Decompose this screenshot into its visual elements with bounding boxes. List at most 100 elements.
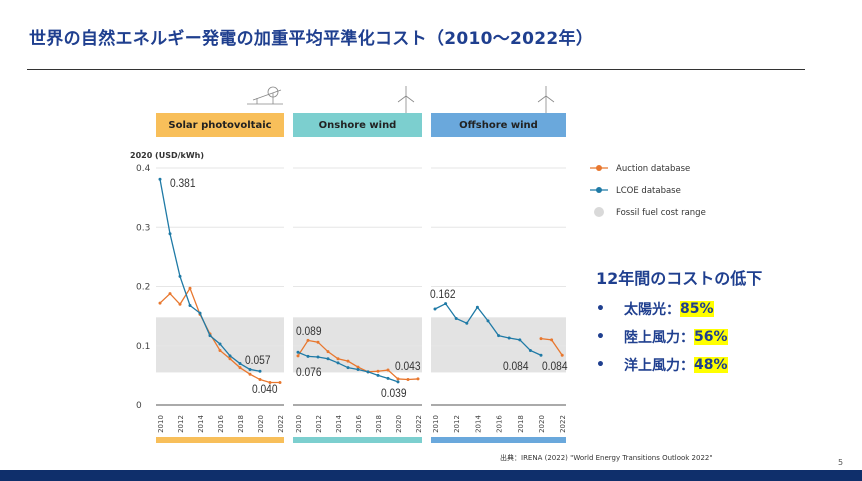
data-label: 0.381 [170, 177, 196, 190]
legend-label: Auction database [616, 164, 690, 174]
auction-data-point [268, 380, 272, 384]
lcoe-data-point [208, 334, 212, 338]
auction-data-point [228, 357, 232, 361]
auction-data-point [238, 366, 242, 370]
wind-turbine-icon [397, 86, 415, 119]
lcoe-data-point [188, 303, 192, 307]
auction-data-point [158, 301, 162, 305]
auction-data-point [188, 286, 192, 290]
source-citation: 出典：IRENA (2022) "World Energy Transition… [500, 454, 713, 462]
title-divider [27, 69, 805, 70]
auction-data-point [218, 348, 222, 352]
x-tick-label: 2014 [335, 415, 343, 433]
x-tick-label: 2014 [474, 415, 482, 433]
lcoe-data-point [507, 336, 511, 340]
data-label: 0.162 [430, 288, 456, 301]
auction-data-point [336, 357, 340, 361]
auction-data-point [346, 359, 350, 363]
fossil-range-band [293, 317, 422, 373]
lcoe-data-point [497, 334, 501, 338]
lcoe-data-point [258, 369, 262, 373]
slide-title: 世界の自然エネルギー発電の加重平均平準化コスト（2010～2022年） [29, 29, 594, 49]
x-tick-label: 2018 [517, 415, 525, 433]
lcoe-data-point [475, 305, 479, 309]
summary-label: 陸上風力： [624, 330, 694, 346]
lcoe-data-point [518, 338, 522, 342]
auction-data-point [316, 340, 320, 344]
legend-lcoe-marker [596, 187, 602, 193]
data-label: 0.089 [296, 325, 322, 338]
lcoe-data-point [539, 353, 543, 357]
x-tick-label: 2016 [496, 415, 504, 433]
auction-data-point [296, 354, 300, 358]
lcoe-data-point [178, 274, 182, 278]
x-tick-label: 2022 [415, 415, 423, 433]
y-tick-label: 0.2 [136, 283, 150, 293]
auction-data-point [539, 337, 543, 341]
legend-label: Fossil fuel cost range [616, 208, 706, 218]
x-tick-label: 2018 [375, 415, 383, 433]
summary-heading: 12年間のコストの低下 [596, 269, 763, 288]
auction-data-point [376, 369, 380, 373]
y-tick-label: 0.4 [136, 164, 151, 174]
auction-data-point [550, 338, 554, 342]
lcoe-data-point [336, 361, 340, 365]
lcoe-data-point [238, 362, 242, 366]
x-tick-label: 2012 [453, 415, 461, 433]
auction-data-point [560, 353, 564, 357]
data-label: 0.076 [296, 366, 322, 379]
auction-data-point [258, 378, 262, 382]
auction-data-point [356, 365, 360, 369]
auction-data-point [306, 338, 310, 342]
lcoe-data-point [486, 319, 490, 323]
lcoe-data-point [433, 307, 437, 311]
panel-header-solar: Solar photovoltaic [156, 113, 284, 137]
panel-footer-bar [431, 437, 566, 443]
lcoe-data-point [366, 370, 370, 374]
auction-data-point [406, 378, 410, 382]
data-label: 0.040 [252, 383, 278, 396]
summary-item: • 洋上風力： 48% [596, 357, 728, 374]
lcoe-data-point [248, 367, 252, 371]
summary-pct: 48% [694, 357, 728, 373]
auction-data-point [396, 377, 400, 381]
lcoe-data-point [528, 348, 532, 352]
lcoe-data-point [158, 177, 162, 181]
lcoe-data-point [218, 342, 222, 346]
auction-data-point [386, 368, 390, 372]
auction-data-point [248, 372, 252, 376]
lcoe-data-point [454, 316, 458, 320]
data-label: 0.084 [503, 360, 529, 373]
legend-fossil-swatch [594, 207, 604, 217]
x-tick-label: 2018 [237, 415, 245, 433]
x-tick-label: 2010 [157, 415, 165, 433]
footer-bar [0, 470, 862, 481]
data-label: 0.039 [381, 387, 407, 400]
panel-header-offshore: Offshore wind [431, 113, 566, 137]
lcoe-data-point [168, 232, 172, 236]
summary-item: • 陸上風力： 56% [596, 329, 728, 346]
summary-pct: 56% [694, 329, 728, 345]
solar-panel-icon [247, 89, 283, 105]
x-tick-label: 2014 [197, 415, 205, 433]
x-tick-label: 2020 [257, 415, 265, 433]
x-tick-label: 2022 [559, 415, 567, 433]
lcoe-data-point [316, 355, 320, 359]
x-tick-label: 2012 [315, 415, 323, 433]
lcoe-data-point [396, 380, 400, 384]
auction-data-point [168, 292, 172, 296]
x-tick-label: 2022 [277, 415, 285, 433]
x-tick-label: 2020 [538, 415, 546, 433]
y-tick-label: 0 [136, 401, 142, 411]
lcoe-data-point [346, 366, 350, 370]
y-tick-label: 0.1 [136, 342, 150, 352]
x-tick-label: 2010 [295, 415, 303, 433]
data-label: 0.043 [395, 360, 421, 373]
y-axis-label: 2020 (USD/kWh) [130, 151, 204, 160]
x-tick-label: 2020 [395, 415, 403, 433]
page-number: 5 [838, 458, 844, 467]
auction-data-point [326, 350, 330, 354]
summary-pct: 85% [680, 301, 714, 317]
cost-reduction-summary: 12年間のコストの低下 • 太陽光： 85% • 陸上風力： 56% • 洋上風力： 48% [596, 265, 762, 383]
auction-data-point [178, 302, 182, 306]
